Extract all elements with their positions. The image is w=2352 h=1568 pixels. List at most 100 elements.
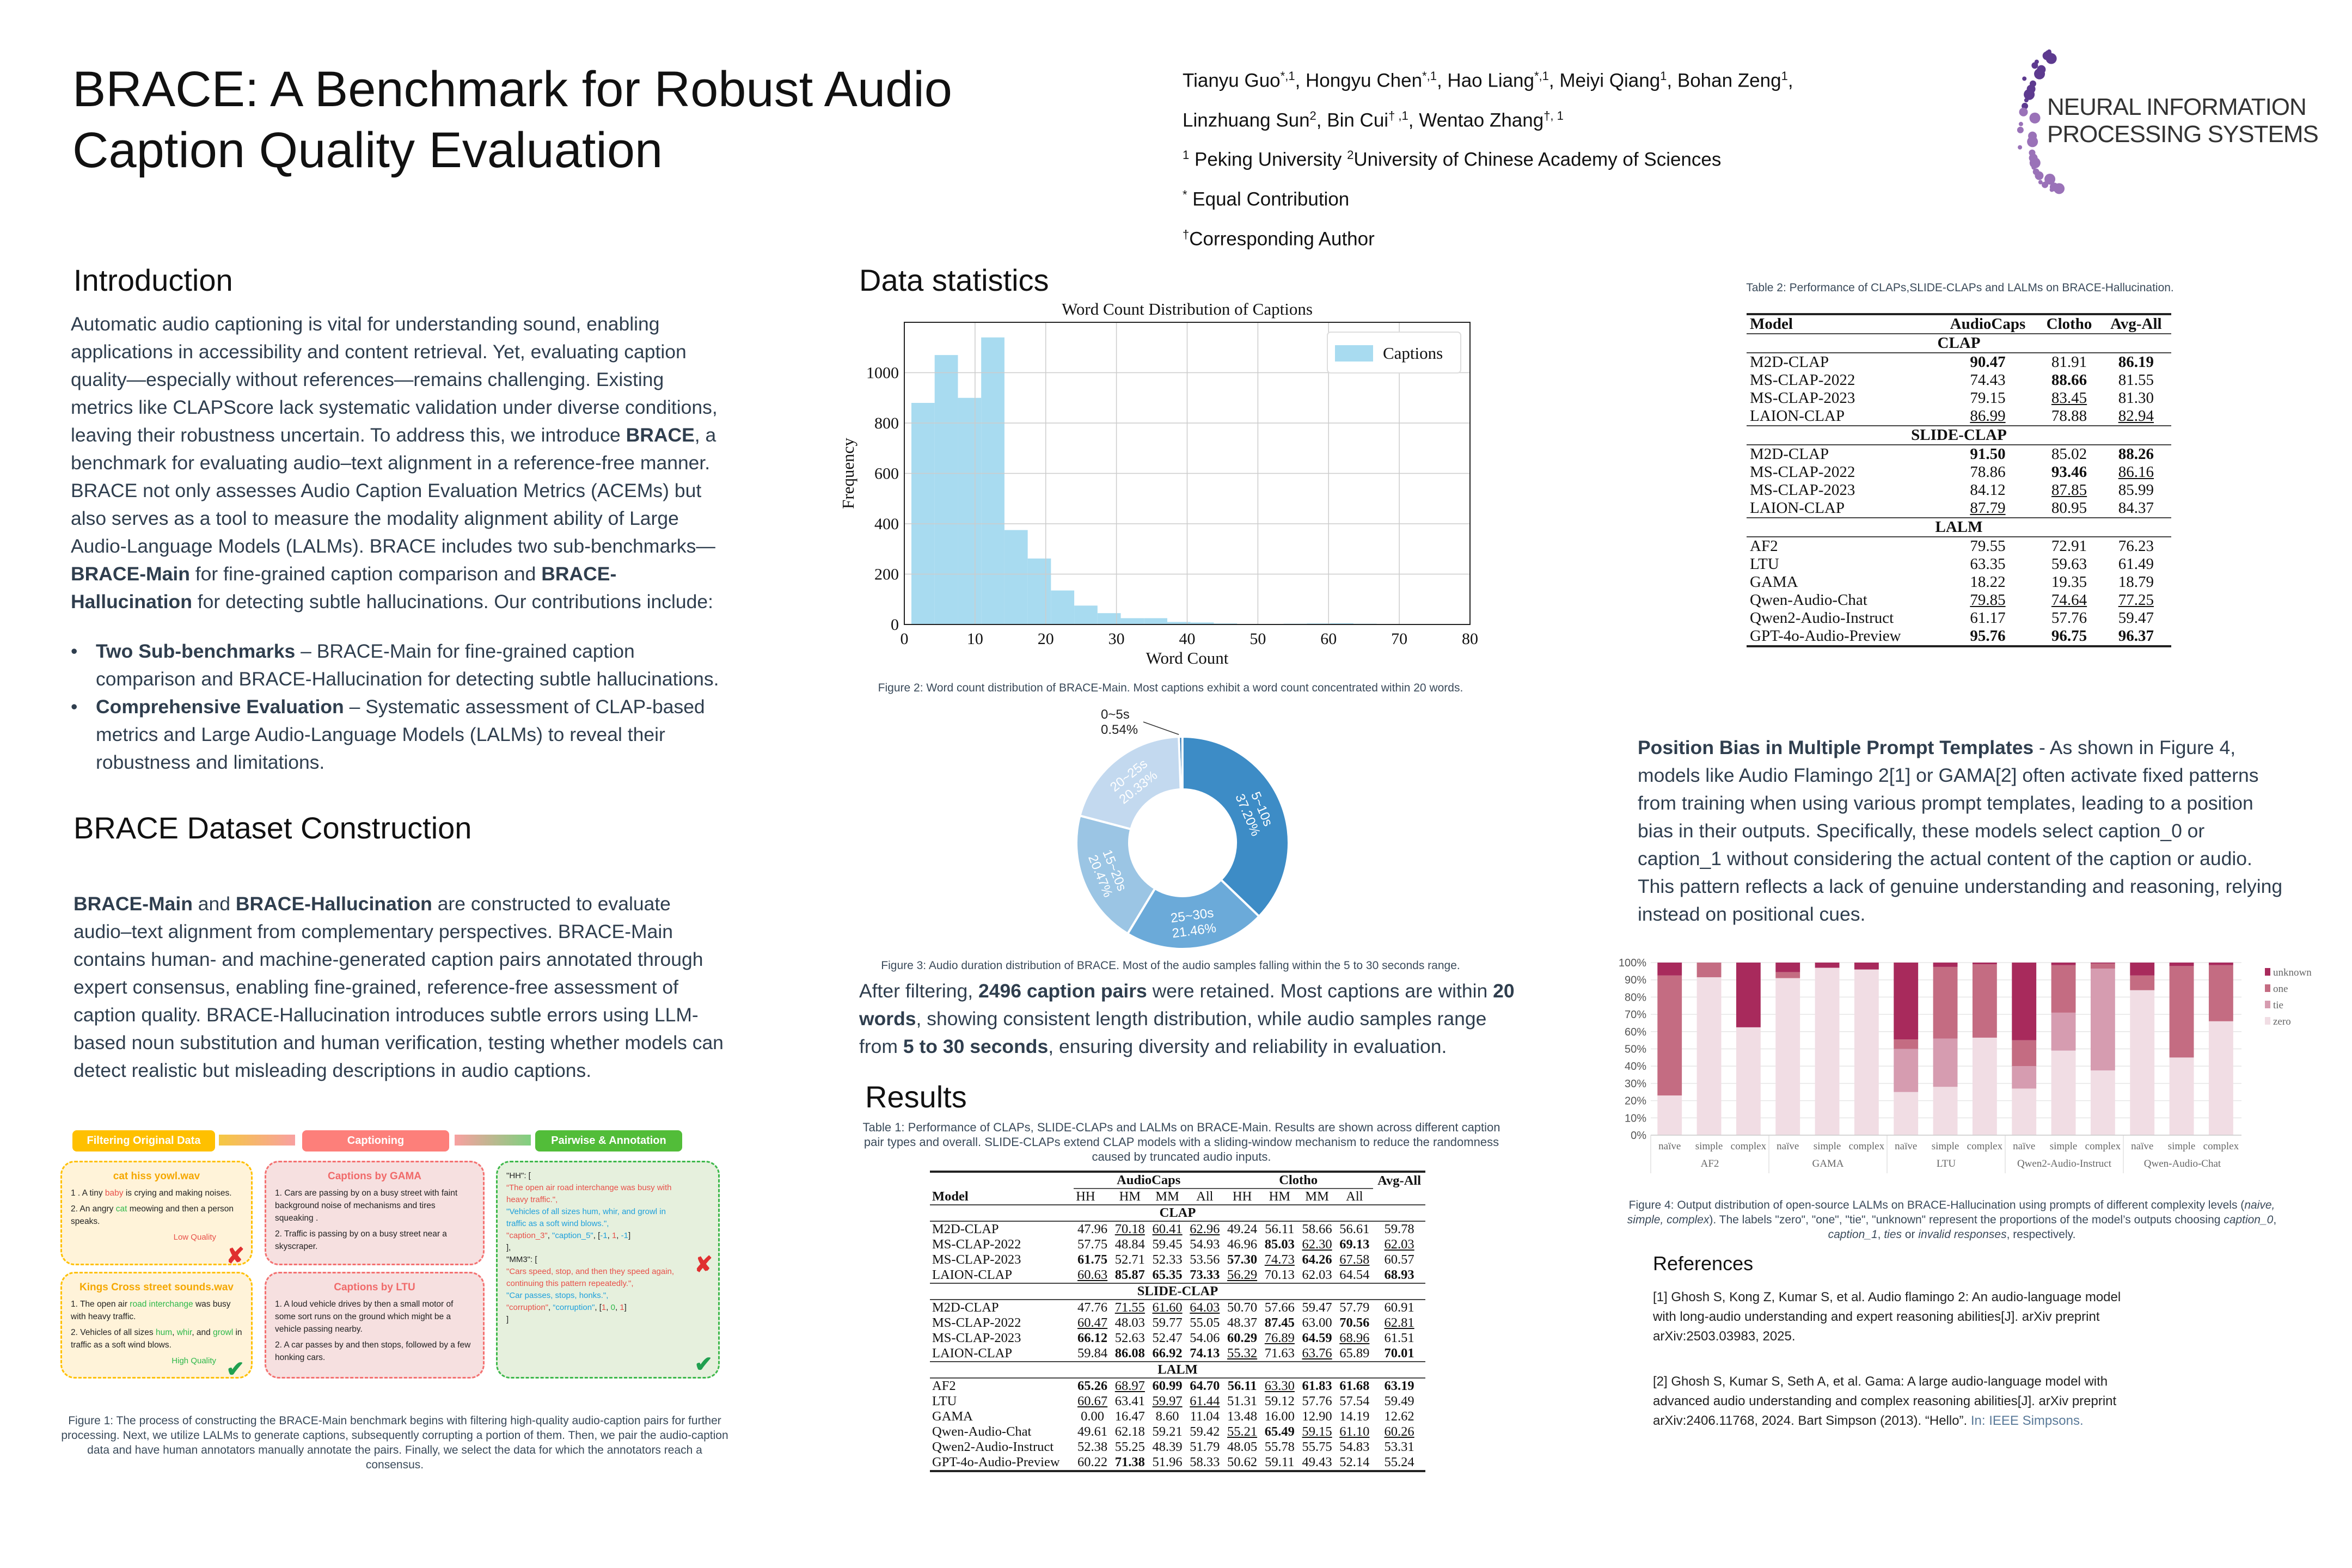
model-name: M2D-CLAP <box>932 1300 999 1315</box>
reference-1: [1] Ghosh S, Kong Z, Kumar S, et al. Aud… <box>1653 1290 2121 1344</box>
text-span: Automatic audio captioning is vital for … <box>71 313 718 446</box>
table-row: MS-CLAP-2023 61.75 52.71 52.33 53.56 57.30 74.… <box>930 1252 1425 1267</box>
ltu-captions-box: Captions by LTU 1. A loud vehicle drives … <box>265 1272 485 1379</box>
score-cell: 59.45 <box>1152 1237 1183 1252</box>
score-cell: 56.61 <box>1339 1222 1370 1236</box>
score-cell: 61.75 <box>1077 1252 1108 1267</box>
score-cell: 68.93 <box>1384 1267 1414 1282</box>
score-cell: 60.57 <box>1384 1252 1414 1267</box>
box-line: 2. A car passes by and then stops, follo… <box>275 1339 474 1364</box>
figure-1-caption: Figure 1: The process of constructing th… <box>61 1414 728 1471</box>
section-row: CLAP <box>930 1205 1425 1221</box>
model-name: Qwen2-Audio-Instruct <box>1750 609 1894 627</box>
table-row: LAION-CLAP 87.79 80.95 84.37 <box>1747 499 2171 518</box>
table-row: Qwen2-Audio-Instruct 52.38 55.25 48.39 51.79… <box>930 1440 1425 1455</box>
text-span: "caption_5" <box>552 1231 593 1240</box>
logo-dot <box>2029 112 2041 124</box>
slice-percent: 0.54% <box>1101 722 1138 737</box>
score-cell: 0.00 <box>1081 1409 1105 1424</box>
bar-segment-tie <box>2012 1066 2037 1089</box>
score-cell: 57.79 <box>1339 1300 1370 1315</box>
high-quality-audio-box: Kings Cross street sounds.wav 1. The open… <box>60 1272 253 1380</box>
text-span: , <box>2273 1214 2277 1226</box>
score-cell: 79.85 <box>1970 591 2006 609</box>
empty-cell <box>1373 1189 1425 1205</box>
histogram-bar <box>1330 623 1353 624</box>
bar-segment-unknown <box>2130 963 2155 976</box>
legend-swatch <box>2265 984 2270 992</box>
text-span: baby <box>105 1189 124 1198</box>
bold-text: Position Bias in Multiple Prompt Templat… <box>1638 737 2034 758</box>
bar-segment-unknown <box>1972 963 1997 965</box>
text-span: -1 <box>621 1231 628 1240</box>
box-title: Captions by LTU <box>334 1282 415 1293</box>
score-cell: 60.67 <box>1077 1394 1108 1408</box>
logo-dot <box>2027 136 2038 148</box>
logo-dot <box>2022 76 2027 81</box>
model-name: Qwen-Audio-Chat <box>1750 591 1867 609</box>
data-statistics-heading: Data statistics <box>859 263 1049 297</box>
score-cell: 8.60 <box>1155 1409 1179 1424</box>
position-bias-paragraph: Position Bias in Multiple Prompt Templat… <box>1638 734 2291 928</box>
text-span: growl <box>213 1328 234 1337</box>
score-cell: 85.02 <box>2051 445 2087 463</box>
text-span: -1 <box>600 1231 608 1240</box>
y-tick-label: 40% <box>1625 1061 1646 1073</box>
score-cell: 59.84 <box>1077 1346 1108 1361</box>
text-span: “corruption" <box>553 1303 595 1312</box>
score-cell: 49.43 <box>1302 1455 1332 1469</box>
section-label: SLIDE-CLAP <box>1911 426 2007 444</box>
bold-text: BRACE-Hallucination <box>235 893 432 915</box>
text-span: ], <box>506 1243 511 1252</box>
box-line: "Cars speed, stop, and then they speed a… <box>506 1266 687 1290</box>
text-span: , [ <box>593 1231 601 1240</box>
contribution-item: Two Sub-benchmarks – BRACE-Main for fine… <box>71 638 724 693</box>
author-name: , Hongyu Chen <box>1295 70 1423 91</box>
column-header: AudioCaps <box>1950 315 2026 333</box>
text-span: – Systematic assessment of CLAP-based me… <box>96 696 705 773</box>
text-span: 0 <box>610 1303 615 1312</box>
intro-paragraph: Automatic audio captioning is vital for … <box>71 310 724 616</box>
bar-segment-zero <box>1696 977 1722 1135</box>
reference-2-link[interactable]: In: IEEE Simpsons. <box>1970 1413 2084 1428</box>
score-cell: 63.30 <box>1264 1379 1295 1393</box>
prompt-label: complex <box>1967 1141 2003 1152</box>
text-span: "Car passes, stops, honks.", <box>506 1291 609 1300</box>
score-cell: 55.24 <box>1384 1455 1414 1469</box>
author-affiliation-mark: 1 <box>1660 69 1667 83</box>
legend <box>1327 332 1461 373</box>
y-tick-label: 600 <box>874 465 899 483</box>
score-cell: 13.48 <box>1227 1409 1258 1424</box>
y-tick-label: 30% <box>1625 1078 1646 1090</box>
score-cell: 54.06 <box>1190 1331 1220 1345</box>
score-cell: 52.63 <box>1114 1331 1145 1345</box>
header-row: Model AudioCaps Clotho Avg-All <box>1747 314 2171 334</box>
logo-dot <box>2031 62 2038 69</box>
author-name: , Wentao Zhang <box>1408 109 1544 131</box>
score-cell: 83.45 <box>2051 389 2087 407</box>
table-2-brace-hallucination: Model AudioCaps Clotho Avg-All CLAP M2D-CLAP 9… <box>1747 313 2171 647</box>
logo-dot <box>2029 157 2041 169</box>
bold-text: BRACE <box>626 424 695 446</box>
score-cell: 59.49 <box>1384 1394 1414 1408</box>
table-row: MS-CLAP-2022 60.47 48.03 59.77 55.05 48.37 87.… <box>930 1315 1425 1331</box>
table-row: MS-CLAP-2023 84.12 87.85 85.99 <box>1747 481 2171 499</box>
affiliations: 1 Peking University 2University of Chine… <box>1183 138 1863 177</box>
score-cell: 59.97 <box>1152 1394 1183 1408</box>
figure-2-caption: Figure 2: Word count distribution of BRA… <box>878 682 1463 694</box>
table-1-brace-main: Model AudioCaps Clotho Avg-All HH HM MM All HH HM… <box>930 1171 1425 1472</box>
histogram-bar <box>1190 622 1214 624</box>
model-name: M2D-CLAP <box>1750 445 1829 463</box>
table-row: M2D-CLAP 91.50 85.02 88.26 <box>1747 445 2171 463</box>
subheader: HH <box>1232 1189 1252 1204</box>
score-cell: 95.76 <box>1970 627 2006 645</box>
text-span: for detecting subtle hallucinations. Our… <box>192 591 713 612</box>
score-cell: 66.92 <box>1152 1346 1183 1361</box>
y-tick-label: 70% <box>1625 1009 1646 1021</box>
bar-segment-zero <box>1775 978 1800 1135</box>
score-cell: 58.33 <box>1190 1455 1220 1469</box>
score-cell: 81.55 <box>2118 371 2154 389</box>
model-name: M2D-CLAP <box>932 1222 999 1236</box>
score-cell: 78.88 <box>2051 407 2087 425</box>
prompt-label: naïve <box>1777 1141 1799 1152</box>
